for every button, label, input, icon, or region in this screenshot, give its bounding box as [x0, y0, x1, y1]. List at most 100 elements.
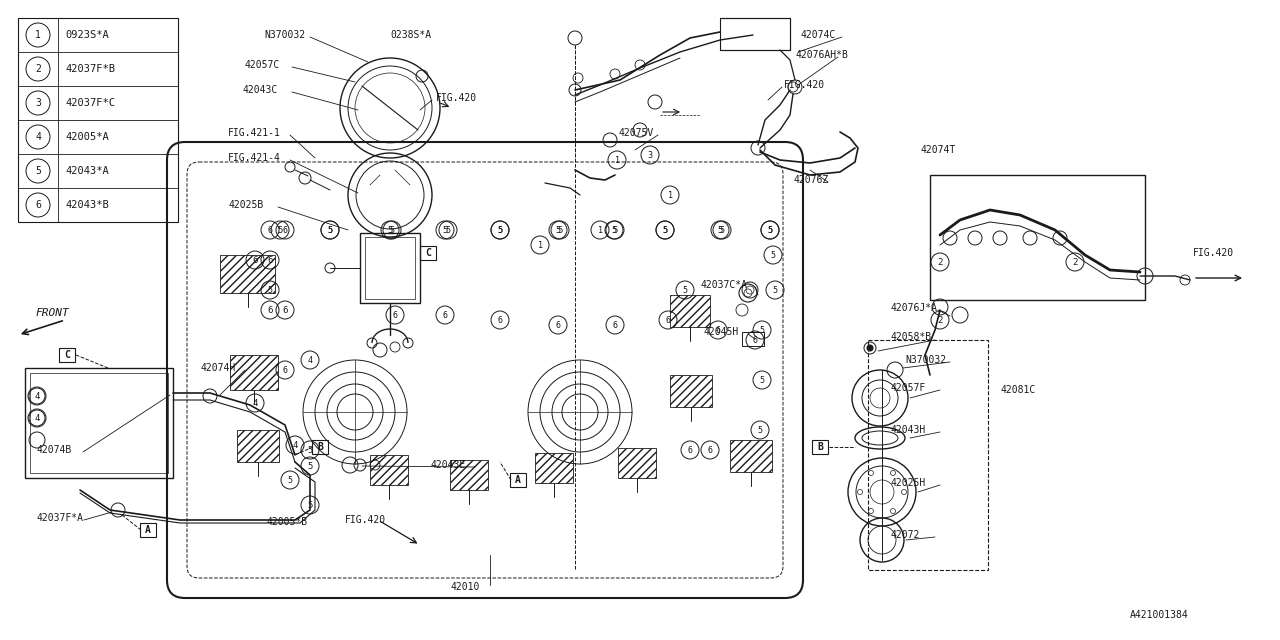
Text: N370032: N370032 [905, 355, 946, 365]
Text: 6: 6 [283, 225, 288, 234]
Text: 5: 5 [288, 476, 293, 484]
Text: 5: 5 [498, 225, 503, 234]
Bar [360, 233, 420, 303]
Text: 5: 5 [682, 285, 687, 294]
Text: 5: 5 [307, 461, 312, 470]
Text: 42045H: 42045H [703, 327, 739, 337]
Text: 6: 6 [753, 335, 758, 344]
Text: 42076Z: 42076Z [794, 175, 828, 185]
Text: 6: 6 [35, 200, 41, 210]
Text: 0923S*A: 0923S*A [65, 30, 109, 40]
Bar [721, 18, 790, 50]
Text: 6: 6 [556, 321, 561, 330]
Bar [26, 368, 173, 478]
Text: 6: 6 [268, 305, 273, 314]
Text: 6: 6 [283, 305, 288, 314]
Text: 5: 5 [278, 225, 283, 234]
Text: B: B [317, 442, 323, 452]
Text: 42074C: 42074C [800, 30, 836, 40]
Text: 6: 6 [268, 255, 273, 264]
Text: 2: 2 [937, 257, 942, 266]
Text: 5: 5 [307, 445, 312, 454]
Text: 1: 1 [598, 225, 603, 234]
Text: 1: 1 [35, 30, 41, 40]
Bar [509, 473, 526, 487]
Text: 0238S*A: 0238S*A [390, 30, 431, 40]
Text: FIG.420: FIG.420 [1193, 248, 1234, 258]
Bar [220, 255, 275, 293]
Text: A421001384: A421001384 [1130, 610, 1189, 620]
Text: 6: 6 [666, 316, 671, 324]
Bar [451, 460, 488, 490]
Text: 5: 5 [719, 225, 724, 234]
Text: 42072: 42072 [890, 530, 919, 540]
Text: 5: 5 [759, 326, 764, 335]
Text: 42076J*A: 42076J*A [890, 303, 937, 313]
Text: 5: 5 [768, 225, 773, 234]
Text: 5: 5 [662, 225, 668, 234]
Text: 5: 5 [498, 225, 503, 234]
Text: 6: 6 [268, 225, 273, 234]
Text: 42043*B: 42043*B [65, 200, 109, 210]
Bar [29, 373, 168, 473]
Text: 5: 5 [663, 225, 667, 234]
Text: 5: 5 [268, 285, 273, 294]
Text: 6: 6 [443, 310, 448, 319]
Text: FIG.420: FIG.420 [346, 515, 387, 525]
Bar [18, 18, 178, 222]
Text: 42076AH*B: 42076AH*B [795, 50, 847, 60]
Text: 5: 5 [328, 225, 333, 234]
Text: 42025H: 42025H [890, 478, 925, 488]
Text: 5: 5 [388, 225, 393, 234]
Text: 6: 6 [708, 445, 713, 454]
Bar [931, 175, 1146, 300]
Text: 1: 1 [538, 241, 543, 250]
Text: FIG.420: FIG.420 [436, 93, 477, 103]
Bar [230, 355, 278, 390]
Text: 42037F*A: 42037F*A [36, 513, 83, 523]
Text: 42043*A: 42043*A [65, 166, 109, 176]
Text: 42043H: 42043H [890, 425, 925, 435]
Text: 42010: 42010 [451, 582, 480, 592]
Bar [370, 455, 408, 485]
Text: 42074B: 42074B [36, 445, 72, 455]
Bar [140, 523, 156, 537]
Bar [742, 332, 764, 346]
Text: 5: 5 [758, 426, 763, 435]
Text: 42074H: 42074H [200, 363, 236, 373]
Text: N370032: N370032 [264, 30, 305, 40]
Bar [669, 295, 710, 327]
Text: 2: 2 [937, 316, 942, 324]
Text: 4: 4 [35, 413, 40, 422]
Text: FIG.420: FIG.420 [785, 80, 826, 90]
Bar [618, 448, 657, 478]
Text: 42057F: 42057F [890, 383, 925, 393]
Text: 1: 1 [614, 156, 620, 164]
Bar [312, 440, 328, 454]
Text: 42025B: 42025B [228, 200, 264, 210]
Text: 4: 4 [292, 440, 298, 449]
Text: 6: 6 [716, 326, 721, 335]
Text: 6: 6 [252, 255, 257, 264]
Text: C: C [425, 248, 431, 258]
Bar [535, 453, 573, 483]
Text: 5: 5 [445, 225, 451, 234]
Text: FIG.421-1: FIG.421-1 [228, 128, 280, 138]
Text: 42058*B: 42058*B [890, 332, 931, 342]
Bar [812, 440, 828, 454]
Text: 42043E: 42043E [430, 460, 465, 470]
Text: 42037C*A: 42037C*A [700, 280, 748, 290]
Text: 5: 5 [759, 376, 764, 385]
Text: 5: 5 [389, 225, 394, 234]
Text: 5: 5 [717, 225, 723, 234]
Text: 5: 5 [771, 250, 776, 259]
Text: 5: 5 [612, 225, 617, 234]
Text: 3: 3 [35, 98, 41, 108]
Circle shape [867, 345, 873, 351]
Text: 4: 4 [252, 399, 257, 408]
Text: 42037F*B: 42037F*B [65, 64, 115, 74]
Text: 6: 6 [283, 365, 288, 374]
Text: 4: 4 [35, 392, 40, 401]
Text: 42075V: 42075V [618, 128, 653, 138]
Text: A: A [145, 525, 151, 535]
